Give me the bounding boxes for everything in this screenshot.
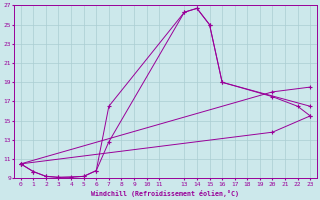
X-axis label: Windchill (Refroidissement éolien,°C): Windchill (Refroidissement éolien,°C) bbox=[92, 190, 239, 197]
